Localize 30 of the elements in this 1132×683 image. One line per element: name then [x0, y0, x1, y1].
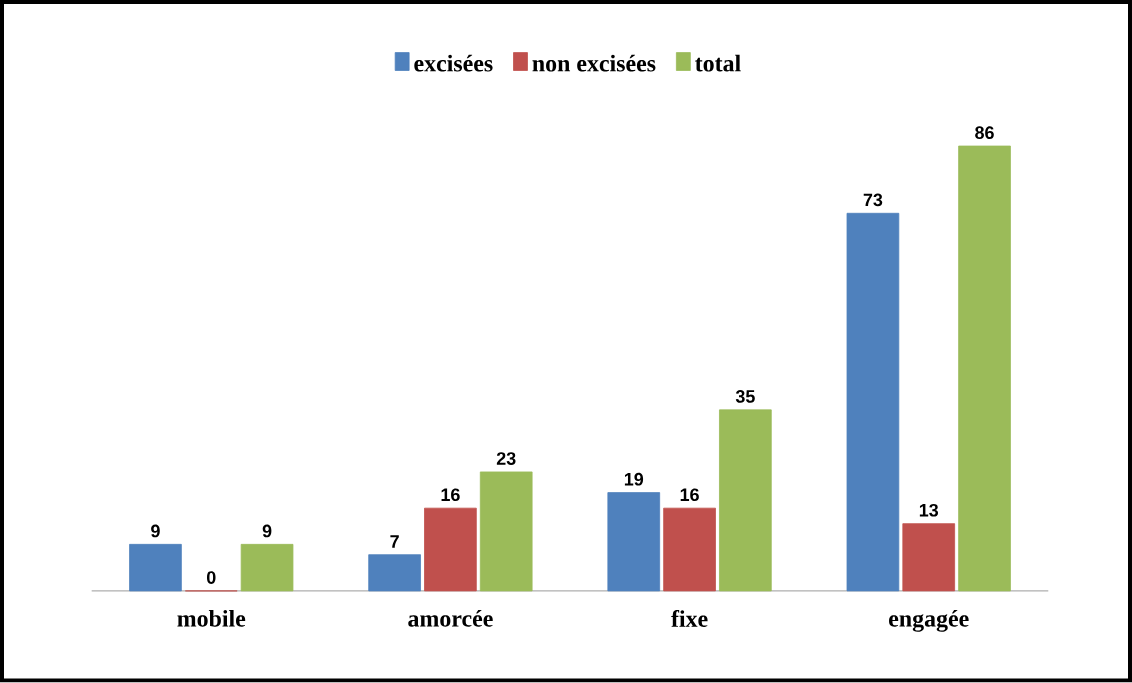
x-tick-label: amorcée	[408, 610, 493, 627]
x-tick-label: mobile	[177, 610, 246, 627]
bar	[368, 554, 421, 592]
data-label: 9	[262, 524, 272, 538]
data-label: 16	[441, 488, 460, 502]
bar	[607, 492, 661, 592]
bar	[958, 145, 1011, 592]
data-label: 9	[151, 524, 160, 538]
bar	[663, 507, 716, 592]
x-tick-label: fixe	[671, 610, 708, 628]
bar	[719, 409, 772, 592]
x-tick-label: engagée	[889, 610, 969, 632]
bar	[240, 544, 294, 592]
bar	[129, 544, 182, 592]
data-label: 7	[390, 535, 399, 548]
legend-label: non excisées	[532, 54, 656, 72]
bar	[479, 471, 533, 592]
data-label: 19	[624, 473, 644, 486]
data-label: 23	[496, 452, 516, 466]
data-label: 0	[206, 571, 216, 585]
data-label: 73	[863, 193, 883, 207]
bar	[902, 523, 956, 592]
legend-label: excisées	[414, 54, 493, 72]
data-label: 13	[919, 504, 939, 517]
data-label: 16	[680, 488, 699, 502]
data-label: 35	[735, 390, 755, 404]
bar	[846, 213, 900, 592]
data-label: 86	[975, 126, 994, 140]
legend-label: total	[695, 54, 741, 72]
bar	[424, 507, 477, 592]
